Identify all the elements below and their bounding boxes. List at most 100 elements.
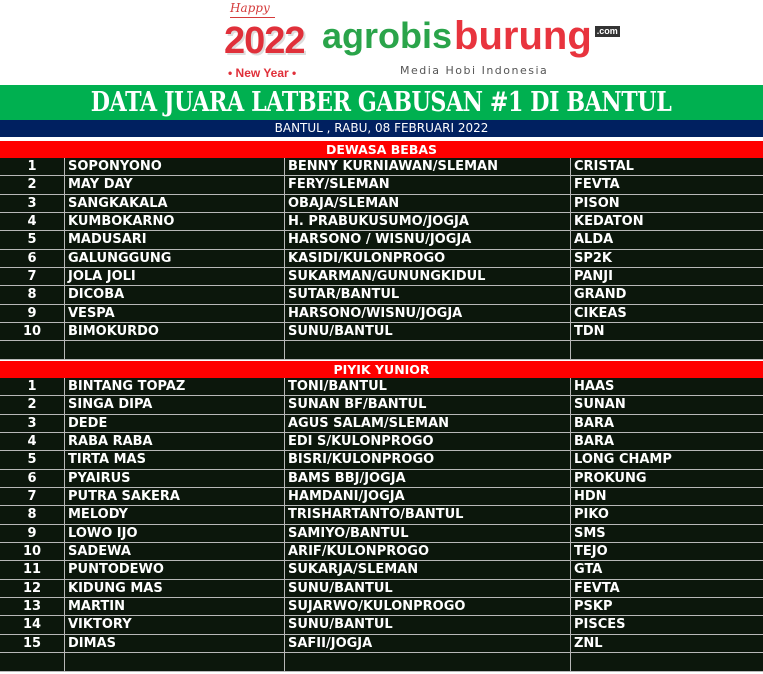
logo-divider [230, 17, 275, 18]
cell-bird-name: SADEWA [65, 543, 285, 561]
cell-owner: HAMDANI/JOGJA [285, 488, 571, 506]
cell-owner: BENNY KURNIAWAN/SLEMAN [285, 158, 571, 176]
cell-rank: 9 [0, 304, 65, 323]
cell-rank: 7 [0, 268, 65, 286]
cell-owner: FERY/SLEMAN [285, 176, 571, 194]
cell-rank: 4 [0, 213, 65, 231]
table-row: 2 MAY DAY FERY/SLEMAN FEVTA [0, 176, 763, 195]
cell-team: SMS [574, 525, 606, 541]
table-row: 5 TIRTA MAS BISRI/KULONPROGO LONG CHAMP [0, 451, 763, 470]
cell-team: ALDA [574, 232, 614, 248]
cell-owner: H. PRABUKUSUMO/JOGJA [285, 213, 571, 231]
logo-happy: Happy [230, 1, 270, 15]
table-row [0, 653, 763, 672]
cell-rank: 3 [0, 194, 65, 213]
logo-brand-agro: agrobis [322, 15, 453, 56]
cell-team: HDN [574, 489, 607, 505]
cell-rank: 1 [0, 378, 65, 396]
cell-owner: OBAJA/SLEMAN [285, 194, 571, 213]
cell-rank: 15 [0, 634, 65, 653]
cell-owner: HARSONO/WISNU/JOGJA [285, 304, 571, 323]
cell-bird-name: BIMOKURDO [65, 323, 285, 341]
logo-new-year: • New Year • [228, 66, 297, 80]
cell-team: PANJI [574, 269, 613, 285]
cell-team: GTA [574, 562, 603, 578]
cell-team: PISCES [574, 617, 626, 633]
table-row: 8 DICOBA SUTAR/BANTUL GRAND [0, 286, 763, 305]
cell-rank: 6 [0, 249, 65, 268]
table-row: 2 SINGA DIPA SUNAN BF/BANTUL SUNAN [0, 396, 763, 415]
cell-rank: 3 [0, 414, 65, 433]
cell-bird-name: SANGKAKALA [65, 194, 285, 213]
cell-team: BARA [574, 434, 615, 450]
table-row: 7 PUTRA SAKERA HAMDANI/JOGJA HDN [0, 488, 763, 507]
table-row: 11 PUNTODEWO SUKARJA/SLEMAN GTA [0, 561, 763, 580]
cell-team: HAAS [574, 379, 615, 394]
cell-rank: 2 [0, 176, 65, 194]
logo-com: .com [594, 26, 620, 37]
cell-bird-name: LOWO IJO [65, 524, 285, 543]
cell-bird-name: MARTIN [65, 598, 285, 616]
cell-team: PSKP [574, 599, 613, 615]
table-row: 1 SOPONYONO BENNY KURNIAWAN/SLEMAN CRISTAL [0, 158, 763, 177]
cell-rank: 11 [0, 561, 65, 579]
cell-rank: 6 [0, 469, 65, 488]
cell-team: PROKUNG [574, 470, 647, 486]
cell-bird-name: BINTANG TOPAZ [65, 378, 285, 396]
cell-owner: SUNU/BANTUL [285, 579, 571, 598]
cell-bird-name: KIDUNG MAS [65, 579, 285, 598]
cell-bird-name: MELODY [65, 506, 285, 524]
cell-owner: BISRI/KULONPROGO [285, 451, 571, 469]
table-row: 5 MADUSARI HARSONO / WISNU/JOGJA ALDA [0, 231, 763, 250]
cell-owner: SUKARMAN/GUNUNGKIDUL [285, 268, 571, 286]
section-header: DEWASA BEBAS [0, 141, 763, 158]
cell-owner: SAFII/JOGJA [285, 634, 571, 653]
cell-owner: SUJARWO/KULONPROGO [285, 598, 571, 616]
cell-team: SP2K [574, 250, 613, 266]
cell-owner: SAMIYO/BANTUL [285, 524, 571, 543]
cell-bird-name: SINGA DIPA [65, 396, 285, 414]
page-title: DATA JUARA LATBER GABUSAN #1 DI BANTUL [0, 85, 763, 120]
cell-team: KEDATON [574, 214, 644, 230]
cell-team [571, 341, 763, 358]
cell-bird-name: MADUSARI [65, 231, 285, 249]
cell-bird-name: DIMAS [65, 634, 285, 653]
table-row: 12 KIDUNG MAS SUNU/BANTUL FEVTA [0, 579, 763, 599]
cell-rank: 13 [0, 598, 65, 616]
cell-rank: 1 [0, 158, 65, 176]
cell-bird-name: TIRTA MAS [65, 451, 285, 469]
cell-rank: 8 [0, 506, 65, 524]
cell-bird-name: MAY DAY [65, 176, 285, 194]
cell-owner: SUNU/BANTUL [285, 323, 571, 341]
cell-bird-name: VIKTORY [65, 616, 285, 634]
cell-rank: 14 [0, 616, 65, 634]
cell-bird-name: KUMBOKARNO [65, 213, 285, 231]
cell-rank: 5 [0, 231, 65, 249]
table-row: 6 PYAIRUS BAMS BBJ/JOGJA PROKUNG [0, 469, 763, 489]
table-row: 3 DEDE AGUS SALAM/SLEMAN BARA [0, 414, 763, 434]
cell-rank [0, 341, 65, 359]
cell-owner: SUTAR/BANTUL [285, 286, 571, 304]
cell-team: TEJO [574, 544, 608, 560]
cell-bird-name [65, 341, 285, 359]
cell-owner: ARIF/KULONPROGO [285, 543, 571, 561]
cell-owner: BAMS BBJ/JOGJA [285, 469, 571, 488]
table-row: 9 VESPA HARSONO/WISNU/JOGJA CIKEAS [0, 304, 763, 324]
section-header: PIYIK YUNIOR [0, 361, 763, 378]
table-row: 6 GALUNGGUNG KASIDI/KULONPROGO SP2K [0, 249, 763, 269]
cell-team: TDN [574, 324, 605, 340]
cell-team: LONG CHAMP [574, 452, 672, 468]
table-row: 10 SADEWA ARIF/KULONPROGO TEJO [0, 543, 763, 562]
results-table: 1 SOPONYONO BENNY KURNIAWAN/SLEMAN CRISTAL 2… [0, 158, 763, 360]
cell-team: CIKEAS [574, 305, 627, 321]
cell-bird-name: DEDE [65, 414, 285, 433]
cell-bird-name: PUTRA SAKERA [65, 488, 285, 506]
cell-rank: 8 [0, 286, 65, 304]
cell-owner [285, 653, 571, 671]
cell-owner: TRISHARTANTO/BANTUL [285, 506, 571, 524]
cell-team: GRAND [574, 287, 627, 303]
results-table: 1 BINTANG TOPAZ TONI/BANTUL HAAS 2 SINGA DIPA… [0, 378, 763, 672]
cell-rank: 5 [0, 451, 65, 469]
table-row: 15 DIMAS SAFII/JOGJA ZNL [0, 634, 763, 654]
page-title-text: DATA JUARA LATBER GABUSAN #1 DI BANTUL [91, 87, 672, 118]
